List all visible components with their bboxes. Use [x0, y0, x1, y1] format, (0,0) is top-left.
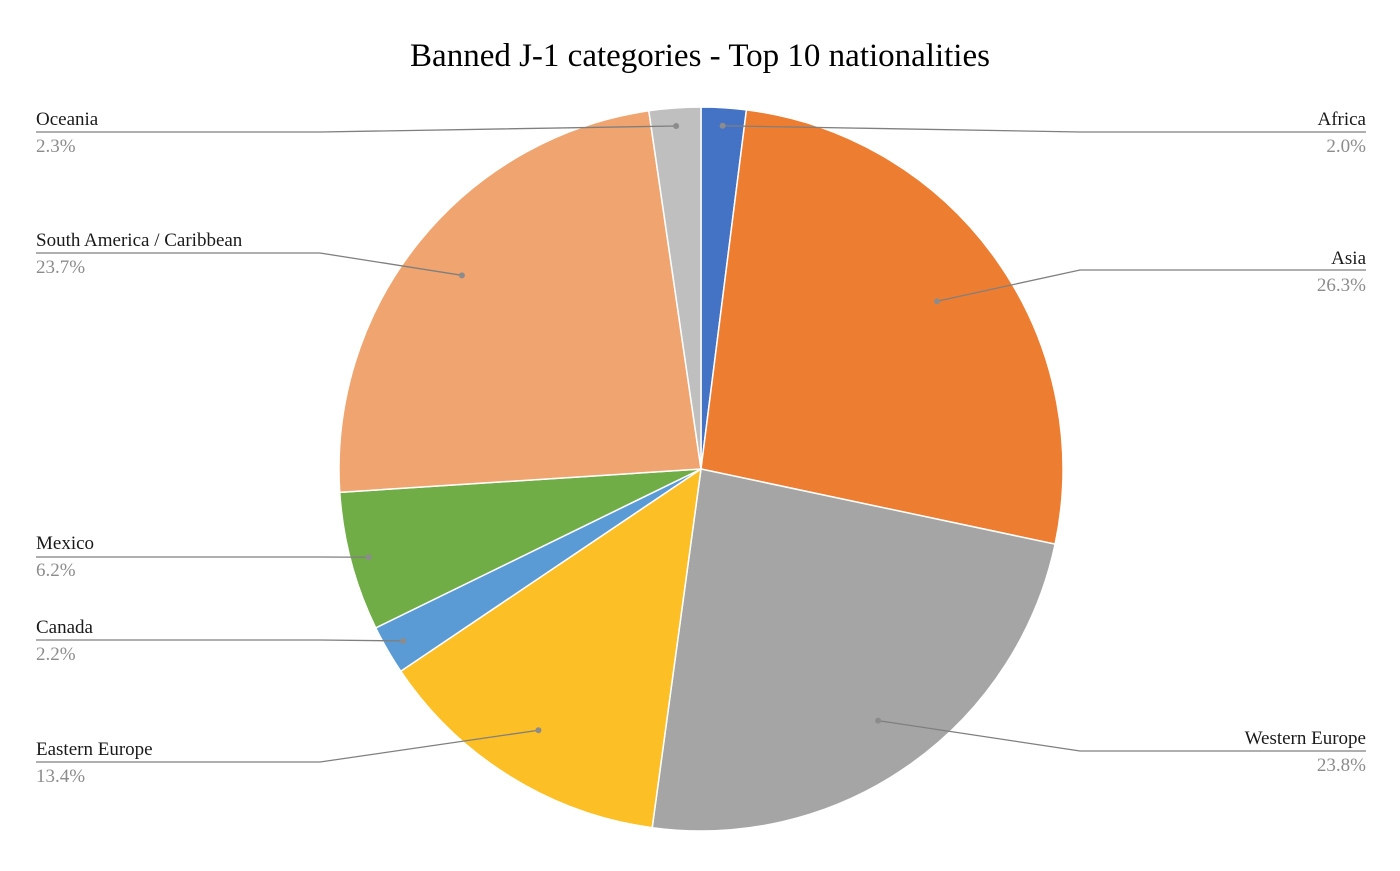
slice-mexico	[338, 468, 702, 629]
label-canada: Canada	[36, 617, 94, 638]
label-western-europe: Western Europe	[1245, 728, 1366, 749]
slice-labels: Africa 2.0% Asia 26.3% Western Europe 23.8% Ea…	[36, 109, 1367, 787]
slice-eastern-europe	[399, 467, 702, 829]
leader-line-western-europe	[877, 719, 1366, 752]
label-eastern-europe: Eastern Europe	[36, 739, 153, 760]
slice-western-europe	[651, 468, 1056, 832]
leader-dot-africa	[719, 122, 726, 129]
leader-dot-oceania	[673, 122, 680, 129]
percent-mexico: 6.2%	[36, 560, 76, 581]
label-oceania: Oceania	[36, 109, 99, 130]
label-south-america-caribbean: South America / Caribbean	[36, 230, 243, 251]
slice-south-america-caribbean	[338, 109, 702, 494]
leader-dot-eastern-europe	[535, 727, 542, 734]
percent-south-america-caribbean: 23.7%	[36, 257, 85, 278]
slice-asia	[700, 109, 1064, 546]
label-africa: Africa	[1317, 109, 1366, 130]
leader-dot-south-america-caribbean	[458, 272, 465, 279]
leader-dot-western-europe	[875, 717, 882, 724]
percent-western-europe: 23.8%	[1317, 755, 1366, 776]
slice-oceania	[647, 106, 702, 470]
leader-dot-asia	[934, 298, 941, 305]
label-asia: Asia	[1331, 248, 1366, 269]
leader-line-south-america-caribbean	[36, 252, 463, 276]
chart-title: Banned J-1 categories - Top 10 nationali…	[410, 38, 990, 74]
percent-canada: 2.2%	[36, 644, 76, 665]
leader-dot-mexico	[365, 554, 372, 561]
leader-line-canada	[36, 639, 404, 642]
leader-dot-canada	[400, 637, 407, 644]
leader-line-asia	[936, 269, 1366, 302]
percent-asia: 26.3%	[1317, 275, 1366, 296]
percent-africa: 2.0%	[1326, 136, 1366, 157]
leader-line-oceania	[36, 125, 677, 133]
leader-line-eastern-europe	[36, 729, 539, 763]
percent-oceania: 2.3%	[36, 136, 76, 157]
pie-slices	[338, 106, 1064, 832]
leader-line-africa	[722, 125, 1366, 133]
percent-eastern-europe: 13.4%	[36, 766, 85, 787]
label-mexico: Mexico	[36, 533, 94, 554]
